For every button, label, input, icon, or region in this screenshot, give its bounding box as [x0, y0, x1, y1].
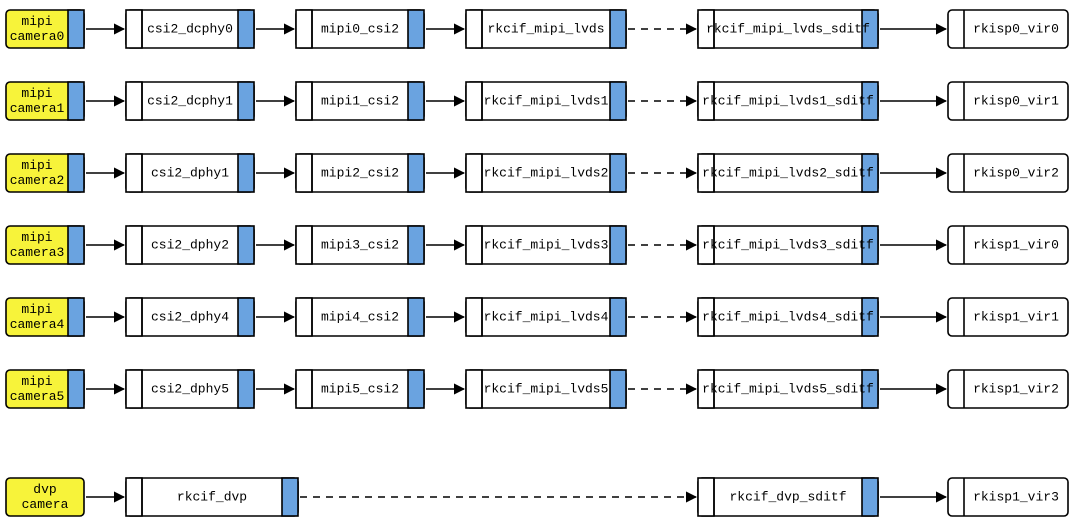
node: mipicamera1 [6, 82, 84, 120]
node-label: rkcif_mipi_lvds4 [484, 309, 609, 324]
node: rkcif_mipi_lvds4_sditf [698, 298, 878, 336]
node-label: csi2_dcphy1 [147, 93, 233, 108]
node-label: rkisp1_vir2 [973, 381, 1059, 396]
node: csi2_dcphy0 [126, 10, 254, 48]
node-label: rkcif_mipi_lvds5_sditf [702, 381, 874, 396]
node-label: camera [22, 497, 69, 512]
node-label: rkcif_mipi_lvds1 [484, 93, 609, 108]
node: mipi4_csi2 [296, 298, 424, 336]
node: dvpcamera [6, 478, 84, 516]
node-label: rkcif_mipi_lvds3_sditf [702, 237, 874, 252]
node: rkcif_mipi_lvds5 [466, 370, 626, 408]
node-label: mipi [21, 230, 52, 245]
node-label: dvp [33, 482, 56, 497]
node-label: mipi4_csi2 [321, 309, 399, 324]
node-label: mipi1_csi2 [321, 93, 399, 108]
node: rkcif_mipi_lvds1_sditf [698, 82, 878, 120]
node: rkisp1_vir2 [948, 370, 1068, 408]
node: mipicamera4 [6, 298, 84, 336]
node-label: mipi5_csi2 [321, 381, 399, 396]
node: csi2_dcphy1 [126, 82, 254, 120]
node: rkcif_dvp [126, 478, 298, 516]
node-label: rkisp0_vir0 [973, 21, 1059, 36]
node-label: rkcif_mipi_lvds [487, 21, 604, 36]
node: rkcif_dvp_sditf [698, 478, 878, 516]
node: csi2_dphy1 [126, 154, 254, 192]
node-label: mipi [21, 158, 52, 173]
node-label: rkisp0_vir1 [973, 93, 1059, 108]
node-label: mipi0_csi2 [321, 21, 399, 36]
node-label: camera4 [10, 317, 65, 332]
node-label: rkcif_dvp_sditf [729, 489, 846, 504]
node: rkcif_mipi_lvds2_sditf [698, 154, 878, 192]
node-label: rkcif_mipi_lvds1_sditf [702, 93, 874, 108]
node-label: rkcif_mipi_lvds2 [484, 165, 609, 180]
node-label: rkisp0_vir2 [973, 165, 1059, 180]
node-label: csi2_dphy4 [151, 309, 229, 324]
node: mipicamera3 [6, 226, 84, 264]
node-label: camera2 [10, 173, 65, 188]
node: csi2_dphy5 [126, 370, 254, 408]
node: rkcif_mipi_lvds1 [466, 82, 626, 120]
pipeline-diagram: mipicamera0csi2_dcphy0mipi0_csi2rkcif_mi… [0, 0, 1080, 527]
node-label: camera3 [10, 245, 65, 260]
node-label: camera5 [10, 389, 65, 404]
node: csi2_dphy2 [126, 226, 254, 264]
node: mipicamera0 [6, 10, 84, 48]
node: rkcif_mipi_lvds4 [466, 298, 626, 336]
node-label: camera1 [10, 101, 65, 116]
node-label: csi2_dcphy0 [147, 21, 233, 36]
node: rkcif_mipi_lvds [466, 10, 626, 48]
node-label: mipi3_csi2 [321, 237, 399, 252]
node: rkisp1_vir3 [948, 478, 1068, 516]
node: rkcif_mipi_lvds2 [466, 154, 626, 192]
node: mipicamera2 [6, 154, 84, 192]
node-label: rkcif_mipi_lvds4_sditf [702, 309, 874, 324]
node-label: rkisp1_vir1 [973, 309, 1059, 324]
node-label: csi2_dphy2 [151, 237, 229, 252]
node: mipi3_csi2 [296, 226, 424, 264]
node: rkisp1_vir0 [948, 226, 1068, 264]
node-label: mipi [21, 14, 52, 29]
node-label: rkcif_mipi_lvds_sditf [706, 21, 870, 36]
node-label: csi2_dphy1 [151, 165, 229, 180]
node: rkisp0_vir1 [948, 82, 1068, 120]
node: mipi5_csi2 [296, 370, 424, 408]
node-label: mipi [21, 302, 52, 317]
node-label: mipi [21, 86, 52, 101]
node: mipi1_csi2 [296, 82, 424, 120]
node-label: rkcif_mipi_lvds2_sditf [702, 165, 874, 180]
node: rkisp0_vir0 [948, 10, 1068, 48]
node: rkcif_mipi_lvds_sditf [698, 10, 878, 48]
node-label: rkisp1_vir3 [973, 489, 1059, 504]
node: rkisp0_vir2 [948, 154, 1068, 192]
node: mipicamera5 [6, 370, 84, 408]
node-label: camera0 [10, 29, 65, 44]
node: csi2_dphy4 [126, 298, 254, 336]
node-label: rkcif_mipi_lvds3 [484, 237, 609, 252]
node-label: mipi2_csi2 [321, 165, 399, 180]
node-label: mipi [21, 374, 52, 389]
node: rkcif_mipi_lvds3_sditf [698, 226, 878, 264]
node-label: rkcif_mipi_lvds5 [484, 381, 609, 396]
node: rkcif_mipi_lvds5_sditf [698, 370, 878, 408]
node: mipi2_csi2 [296, 154, 424, 192]
node-label: rkisp1_vir0 [973, 237, 1059, 252]
node-label: rkcif_dvp [177, 489, 247, 504]
node: rkisp1_vir1 [948, 298, 1068, 336]
node: rkcif_mipi_lvds3 [466, 226, 626, 264]
node-label: csi2_dphy5 [151, 381, 229, 396]
node: mipi0_csi2 [296, 10, 424, 48]
